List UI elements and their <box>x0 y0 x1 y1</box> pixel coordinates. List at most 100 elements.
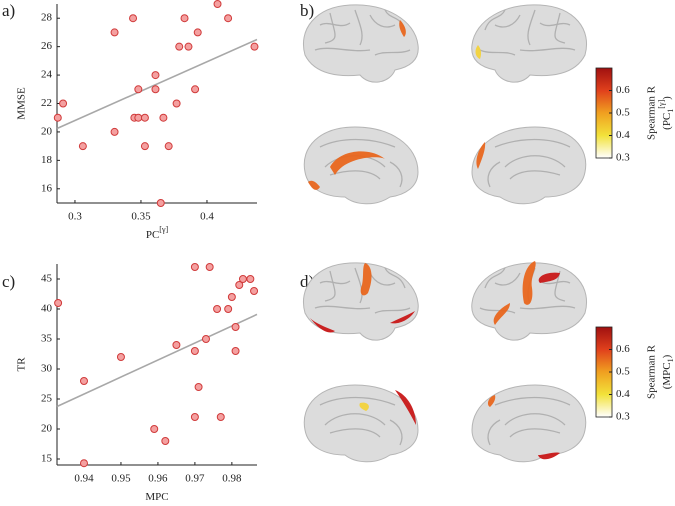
point <box>110 28 119 37</box>
colorbar-tick-label: 0.5 <box>616 366 630 378</box>
sulcus <box>329 428 381 438</box>
point <box>224 14 233 23</box>
point <box>140 113 149 122</box>
point <box>59 99 68 108</box>
sulcus <box>539 22 571 27</box>
y-tick-label: 45 <box>41 273 53 285</box>
y-tick-label: 18 <box>41 154 53 166</box>
point <box>190 347 199 355</box>
activation <box>538 272 560 283</box>
point <box>190 413 199 421</box>
point <box>151 85 160 94</box>
point <box>164 142 173 151</box>
point <box>216 413 225 421</box>
colorbar-tick-label: 0.4 <box>616 129 630 141</box>
brain <box>303 262 419 341</box>
y-axis-label: MMSE <box>16 87 28 120</box>
colorbar-tick-label: 0.4 <box>616 388 630 400</box>
point <box>129 14 138 23</box>
sulcus <box>484 267 506 289</box>
point <box>250 287 259 295</box>
x-tick-label: 0.94 <box>74 473 94 485</box>
point <box>150 425 159 433</box>
point <box>175 42 184 51</box>
sulcus <box>487 419 501 446</box>
label-part: MPC <box>145 491 168 503</box>
sulcus <box>509 428 561 438</box>
point <box>134 85 143 94</box>
point <box>213 0 222 8</box>
sulcus <box>389 419 403 446</box>
sulcus <box>527 9 536 46</box>
axis-label: (MPC1) <box>661 354 675 389</box>
label-part: (PC <box>661 113 673 130</box>
y-tick-label: 30 <box>41 363 53 375</box>
point <box>151 71 160 80</box>
point <box>205 263 214 271</box>
axis-label: (PC1[γ]) <box>657 96 675 130</box>
sulcus <box>487 161 501 188</box>
sulcus <box>494 272 521 286</box>
y-tick-label: 20 <box>41 125 53 137</box>
x-tick-label: 0.95 <box>111 473 131 485</box>
sulcus <box>319 22 351 27</box>
y-tick-label: 28 <box>41 12 53 24</box>
label-part: ) <box>661 96 673 100</box>
x-tick-label: 0.96 <box>148 473 168 485</box>
point <box>78 142 87 151</box>
colorbar-tick-label: 0.3 <box>616 411 630 423</box>
x-tick-label: 0.97 <box>185 473 205 485</box>
colorbar-tick-label: 0.3 <box>616 152 630 164</box>
y-tick-label: 16 <box>41 182 53 194</box>
point <box>79 377 88 385</box>
point <box>190 263 199 271</box>
sulcus <box>504 155 566 168</box>
sulcus <box>324 413 386 426</box>
point <box>161 437 170 445</box>
sulcus <box>554 12 566 44</box>
activation <box>359 402 369 411</box>
label-part: [γ] <box>159 225 168 234</box>
point <box>191 85 200 94</box>
activation <box>475 45 482 59</box>
point <box>110 127 119 136</box>
sulcus <box>314 47 371 52</box>
point <box>184 42 193 51</box>
point <box>172 99 181 108</box>
activation <box>487 395 496 407</box>
y-axis-label: TR <box>16 357 28 372</box>
point <box>54 299 63 307</box>
point <box>140 142 149 151</box>
point <box>79 459 88 468</box>
axis-label: MPC <box>145 491 168 503</box>
x-tick-label: 0.35 <box>131 211 151 223</box>
point <box>231 323 240 331</box>
activation <box>395 390 416 425</box>
activation <box>330 151 385 175</box>
point <box>246 275 255 283</box>
sulcus <box>369 14 396 28</box>
point <box>231 347 240 355</box>
sulcus <box>354 9 363 46</box>
brain <box>303 4 419 83</box>
point <box>238 275 247 283</box>
brain <box>471 261 587 341</box>
sulcus <box>479 307 516 314</box>
brain <box>471 4 587 83</box>
sulcus <box>374 307 411 314</box>
sulcus <box>494 396 571 406</box>
sulcus <box>324 270 336 302</box>
sulcus <box>384 267 406 289</box>
y-tick-label: 20 <box>41 423 53 435</box>
axis-label: PC[γ] <box>146 225 169 240</box>
point <box>250 42 259 51</box>
point <box>235 281 244 289</box>
panel-label: c) <box>2 272 15 291</box>
point <box>53 113 62 122</box>
point <box>224 305 233 313</box>
y-tick-label: 35 <box>41 333 53 345</box>
y-tick-label: 22 <box>41 97 52 109</box>
sulcus <box>389 161 403 188</box>
sulcus <box>509 170 561 180</box>
sulcus <box>374 49 411 56</box>
